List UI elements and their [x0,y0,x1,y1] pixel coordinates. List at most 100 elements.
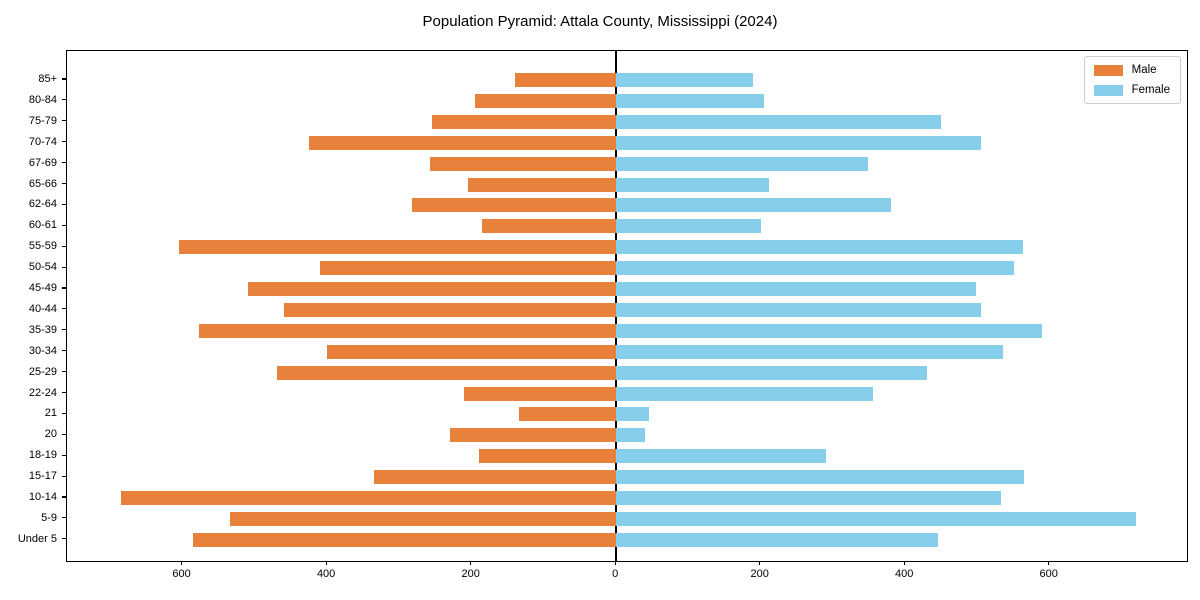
bar-male-45-49 [247,282,617,296]
x-tick-mark [325,561,327,566]
y-tick-mark [61,517,66,519]
bar-male-10-14 [121,491,617,505]
bar-female-10-14 [616,491,1002,505]
x-tick-label: 200 [750,568,769,580]
bar-female-80-84 [616,93,765,108]
bar-male-65-66 [468,177,617,192]
y-tick-mark [61,433,66,435]
y-tick-label-60-61: 60-61 [28,219,57,232]
y-tick-mark [61,141,66,143]
bar-female-65-66 [616,177,770,192]
bar-female-67-69 [616,156,868,171]
legend-entry-female: Female [1093,84,1170,96]
bar-male-55-59 [179,240,617,255]
y-tick-mark [61,78,66,80]
y-tick-mark [61,538,66,540]
bar-female-20 [616,428,646,443]
bar-male-80-84 [475,93,617,108]
y-tick-mark [61,182,66,185]
bar-female-62-64 [616,198,891,213]
bar-female-50-54 [616,261,1014,276]
y-tick-mark [61,308,66,310]
x-tick-label: 400 [895,568,914,580]
y-tick-label-5-9: 5-9 [41,511,57,524]
bar-female-35-39 [616,323,1043,338]
y-tick-label-55-59: 55-59 [28,240,57,253]
x-tick-label: 0 [612,568,619,580]
legend: Male Female [1083,56,1181,104]
y-tick-mark [61,203,66,205]
bar-male-85+ [515,73,617,87]
y-tick-label-25-29: 25-29 [28,365,57,378]
bar-female-25-29 [616,365,927,380]
y-tick-label-10-14: 10-14 [28,491,57,503]
y-tick-label-40-44: 40-44 [28,302,57,315]
bar-female-55-59 [616,240,1023,255]
y-tick-label-85+: 85+ [38,73,57,85]
y-tick-label-65-66: 65-66 [28,177,57,190]
legend-female-label: Female [1131,84,1170,96]
bar-male-18-19 [478,449,617,464]
bar-female-45-49 [616,282,976,296]
y-tick-label-50-54: 50-54 [28,261,57,274]
y-tick-label-30-34: 30-34 [28,344,57,357]
bar-female-21 [616,407,649,422]
bar-male-15-17 [374,470,617,485]
y-tick-mark [61,475,66,477]
x-tick-label: 600 [172,568,191,580]
x-tick-mark [1048,561,1050,566]
y-tick-label-75-79: 75-79 [28,114,57,127]
y-tick-mark [61,412,66,414]
y-tick-mark [61,266,66,268]
bar-female-75-79 [616,114,942,129]
y-tick-mark [61,120,66,122]
y-tick-mark [61,99,66,101]
y-tick-label-21: 21 [44,407,57,420]
bar-male-30-34 [327,344,617,359]
bar-female-15-17 [616,470,1025,485]
x-tick-mark [903,561,905,566]
x-tick-label: 200 [461,568,480,580]
legend-male-label: Male [1131,64,1157,76]
bar-male-50-54 [319,261,617,276]
legend-entry-male: Male [1093,64,1170,76]
bar-female-22-24 [616,386,873,401]
y-tick-label-under-5: Under 5 [17,532,57,545]
y-tick-label-67-69: 67-69 [28,156,57,169]
y-tick-label-35-39: 35-39 [28,323,57,336]
bar-male-21 [518,407,617,422]
bar-male-60-61 [482,219,617,234]
y-tick-mark [61,329,66,331]
y-tick-mark [61,496,66,498]
bar-female-60-61 [616,219,761,234]
bar-male-20 [449,428,617,443]
y-tick-label-15-17: 15-17 [28,470,57,483]
bar-male-under-5 [193,532,617,547]
bar-male-40-44 [283,302,617,317]
bar-male-75-79 [431,114,617,129]
y-tick-label-45-49: 45-49 [28,282,57,294]
bar-male-70-74 [309,135,617,150]
legend-female-swatch-icon [1093,84,1123,96]
y-tick-label-80-84: 80-84 [28,93,57,106]
x-tick-mark [614,561,616,566]
y-tick-mark [61,371,66,373]
bar-female-5-9 [616,511,1137,526]
y-tick-label-18-19: 18-19 [28,449,57,462]
bar-male-25-29 [276,365,617,380]
y-tick-mark [61,454,66,456]
y-tick-mark [61,391,66,394]
x-tick-label: 400 [316,568,336,580]
y-tick-mark [61,287,66,289]
bar-male-67-69 [429,156,617,171]
bar-male-5-9 [229,511,617,526]
bar-male-62-64 [411,198,617,213]
y-tick-mark [61,245,66,247]
bar-female-85+ [616,73,754,87]
plot-area: Male Female [66,50,1188,562]
y-tick-label-20: 20 [44,428,57,441]
legend-male-swatch-icon [1093,64,1123,76]
x-tick-label: 600 [1039,568,1058,580]
x-tick-mark [470,561,472,566]
bar-male-35-39 [198,323,617,338]
